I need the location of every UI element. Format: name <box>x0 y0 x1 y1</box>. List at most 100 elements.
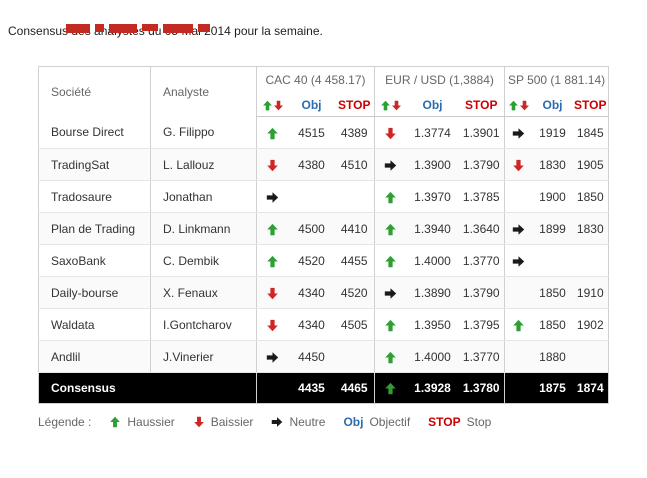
down-arrow-icon <box>267 159 279 171</box>
trend-cell <box>256 276 289 309</box>
stop-header-sp500: STOP <box>572 93 609 117</box>
obj-cell: 1.3950 <box>406 308 459 341</box>
table-row: Waldata I.Gontcharov 4340 4505 1.3950 1.3795 1… <box>38 308 609 341</box>
trend-cell <box>504 308 533 341</box>
down-arrow-icon <box>519 100 529 111</box>
consensus-label: Consensus <box>38 372 257 404</box>
trend-header-cac40 <box>256 93 289 117</box>
group-header-sp500: SP 500 (1 881.14) <box>504 66 609 94</box>
up-arrow-icon <box>508 100 518 111</box>
legend-item-label: Baissier <box>210 415 254 429</box>
col-header-analyste: Analyste <box>150 66 257 117</box>
trend-cell <box>504 180 533 213</box>
up-arrow-icon <box>262 100 272 111</box>
up-arrow-icon <box>513 319 525 331</box>
analyste-cell: Jonathan <box>150 180 257 213</box>
obj-cell: 1919 <box>532 116 573 149</box>
table-row: Bourse Direct G. Filippo 4515 4389 1.3774 1.3… <box>38 116 609 149</box>
obj-cell: 4380 <box>288 148 335 181</box>
trend-cell <box>374 372 407 404</box>
neutral-arrow-icon <box>385 159 397 171</box>
obj-header-cac40: Obj <box>288 93 335 117</box>
obj-cell: 1900 <box>532 180 573 213</box>
obj-cell <box>288 180 335 213</box>
trend-cell <box>504 212 533 245</box>
neutral-arrow-icon <box>267 191 279 203</box>
stop-cell: 1.3640 <box>458 212 505 245</box>
trend-cell <box>374 244 407 277</box>
trend-cell <box>504 276 533 309</box>
down-arrow-icon <box>273 100 283 111</box>
societe-cell: Daily-bourse <box>38 276 151 309</box>
legend-stop-token: STOP <box>428 415 461 429</box>
table-body: Bourse Direct G. Filippo 4515 4389 1.3774 1.3… <box>38 116 609 404</box>
obj-cell: 4500 <box>288 212 335 245</box>
up-arrow-icon <box>267 223 279 235</box>
down-arrow-icon <box>513 159 525 171</box>
legend: Légende : Haussier Baissier Neutre Obj Objec… <box>38 415 647 429</box>
obj-cell: 1.4000 <box>406 340 459 373</box>
table-row: Daily-bourse X. Fenaux 4340 4520 1.3890 1.379… <box>38 276 609 309</box>
consensus-table: Société Analyste CAC 40 (4 458.17) EUR /… <box>38 66 610 404</box>
obj-cell: 4435 <box>288 372 335 404</box>
obj-cell: 1.3900 <box>406 148 459 181</box>
cropped-letter-block <box>109 24 137 33</box>
up-arrow-icon <box>267 255 279 267</box>
legend-item-stop: STOP Stop <box>428 415 491 429</box>
trend-cell <box>504 244 533 277</box>
up-arrow-icon <box>385 255 397 267</box>
obj-cell: 1880 <box>532 340 573 373</box>
down-arrow-icon <box>267 287 279 299</box>
up-arrow-icon <box>385 191 397 203</box>
neutral-arrow-icon <box>385 287 397 299</box>
cropped-letter-block <box>66 24 90 33</box>
obj-cell: 1.3890 <box>406 276 459 309</box>
stop-cell: 4465 <box>334 372 375 404</box>
down-arrow-icon <box>385 127 397 139</box>
stop-cell <box>572 340 609 373</box>
down-arrow-icon <box>267 319 279 331</box>
table-header: Société Analyste CAC 40 (4 458.17) EUR /… <box>39 66 609 117</box>
table-row: SaxoBank C. Dembik 4520 4455 1.4000 1.3770 <box>38 244 609 277</box>
obj-cell: 4340 <box>288 276 335 309</box>
obj-cell: 1899 <box>532 212 573 245</box>
societe-cell: Waldata <box>38 308 151 341</box>
trend-cell <box>256 340 289 373</box>
table-row: Andlil J.Vinerier 4450 1.4000 1.3770 1880 <box>38 340 609 373</box>
analyste-cell: L. Lallouz <box>150 148 257 181</box>
stop-cell: 1830 <box>572 212 609 245</box>
societe-cell: Plan de Trading <box>38 212 151 245</box>
legend-item-label: Objectif <box>369 415 411 429</box>
stop-cell: 1902 <box>572 308 609 341</box>
obj-cell: 1.3928 <box>406 372 459 404</box>
obj-cell: 1.3940 <box>406 212 459 245</box>
legend-item-label: Haussier <box>127 415 175 429</box>
trend-cell <box>374 212 407 245</box>
stop-cell: 1874 <box>572 372 609 404</box>
neutral-arrow-icon <box>513 127 525 139</box>
analyste-cell: C. Dembik <box>150 244 257 277</box>
stop-header-cac40: STOP <box>334 93 375 117</box>
trend-cell <box>374 340 407 373</box>
cropped-letter-block <box>163 24 193 33</box>
societe-cell: Bourse Direct <box>38 116 151 149</box>
trend-cell <box>256 148 289 181</box>
legend-obj-token: Obj <box>343 415 364 429</box>
legend-label: Légende : <box>38 415 92 429</box>
societe-cell: SaxoBank <box>38 244 151 277</box>
trend-cell <box>256 212 289 245</box>
obj-cell: 4515 <box>288 116 335 149</box>
neutral-arrow-icon <box>513 223 525 235</box>
trend-cell <box>504 372 533 404</box>
obj-cell: 1.3970 <box>406 180 459 213</box>
stop-cell: 1845 <box>572 116 609 149</box>
obj-cell: 1830 <box>532 148 573 181</box>
stop-cell: 1850 <box>572 180 609 213</box>
consensus-row: Consensus 4435 4465 1.3928 1.3780 1875 1874 <box>38 372 609 404</box>
stop-cell: 4520 <box>334 276 375 309</box>
analyste-cell: J.Vinerier <box>150 340 257 373</box>
table-row: TradingSat L. Lallouz 4380 4510 1.3900 1.3790… <box>38 148 609 181</box>
stop-cell <box>572 244 609 277</box>
trend-cell <box>504 116 533 149</box>
group-header-eurusd: EUR / USD (1,3884) <box>373 66 505 94</box>
